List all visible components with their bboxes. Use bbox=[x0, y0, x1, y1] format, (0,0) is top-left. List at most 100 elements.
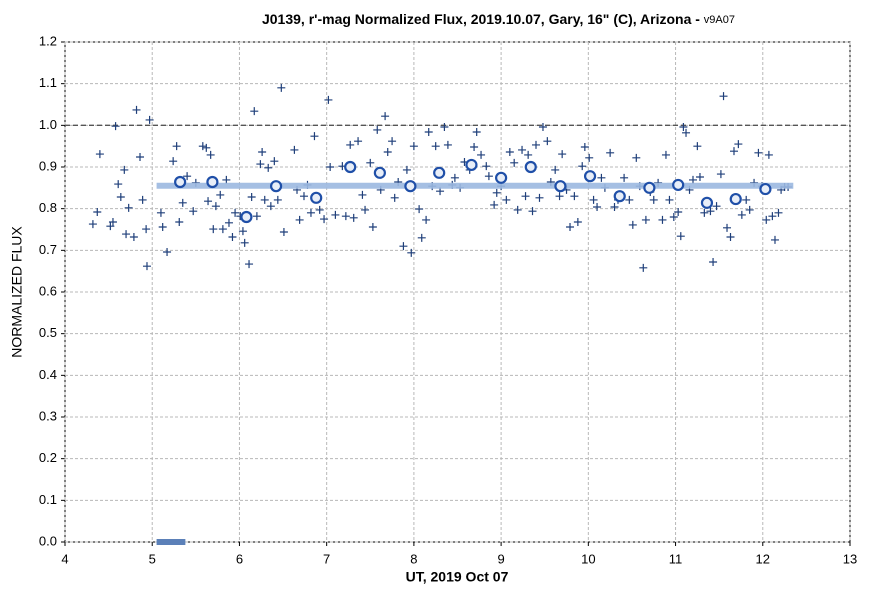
data-point bbox=[145, 115, 154, 124]
data-point bbox=[768, 212, 777, 221]
binned-point bbox=[433, 166, 446, 179]
data-point bbox=[770, 235, 779, 244]
binned-point bbox=[524, 160, 537, 174]
data-point bbox=[593, 203, 602, 211]
data-point bbox=[502, 195, 511, 204]
data-point bbox=[734, 140, 743, 149]
y-tick-label: 0.2 bbox=[39, 450, 57, 465]
data-point bbox=[723, 223, 732, 232]
data-point bbox=[381, 112, 390, 121]
data-point bbox=[754, 148, 763, 157]
data-point bbox=[399, 242, 408, 251]
y-axis-label: NORMALIZED FLUX bbox=[9, 226, 25, 358]
data-point bbox=[573, 218, 582, 226]
binned-point bbox=[465, 158, 478, 172]
data-point bbox=[204, 197, 213, 206]
data-point bbox=[737, 210, 746, 219]
data-point bbox=[700, 208, 709, 217]
data-point bbox=[628, 220, 637, 229]
data-point bbox=[383, 148, 392, 156]
data-point bbox=[373, 125, 382, 134]
data-point bbox=[324, 95, 333, 104]
data-point bbox=[709, 258, 718, 266]
data-point bbox=[729, 147, 738, 156]
data-point bbox=[245, 260, 254, 269]
data-point bbox=[415, 205, 424, 214]
data-point bbox=[354, 137, 363, 146]
data-point bbox=[555, 192, 564, 201]
data-point bbox=[669, 213, 678, 221]
data-point bbox=[676, 232, 685, 241]
data-point bbox=[417, 233, 426, 242]
data-point bbox=[674, 208, 683, 216]
x-tick-label: 4 bbox=[61, 551, 68, 566]
data-point bbox=[228, 233, 237, 241]
data-point bbox=[679, 123, 688, 131]
title-main: J0139, r'-mag Normalized Flux, 2019.10.0… bbox=[262, 11, 704, 27]
data-point bbox=[532, 140, 540, 149]
data-point bbox=[240, 238, 249, 247]
data-point bbox=[578, 162, 587, 171]
data-point bbox=[172, 142, 181, 151]
data-point bbox=[346, 140, 355, 149]
data-point bbox=[247, 193, 256, 201]
binned-point bbox=[700, 196, 714, 209]
data-point bbox=[116, 193, 125, 201]
data-point bbox=[142, 225, 151, 234]
data-point bbox=[597, 173, 606, 182]
data-point bbox=[256, 160, 265, 169]
binned-point bbox=[759, 182, 772, 196]
data-point bbox=[209, 225, 218, 234]
y-tick-label: 0.1 bbox=[39, 492, 57, 507]
data-point bbox=[518, 145, 527, 154]
binned-point bbox=[613, 190, 626, 203]
binned-point bbox=[206, 175, 219, 189]
data-point bbox=[189, 207, 198, 216]
data-point bbox=[538, 123, 547, 131]
data-point bbox=[510, 158, 519, 167]
data-point bbox=[218, 225, 227, 234]
binned-point bbox=[583, 170, 597, 183]
data-point bbox=[745, 205, 754, 214]
data-point bbox=[326, 163, 335, 171]
data-point bbox=[120, 165, 129, 174]
data-point bbox=[320, 215, 329, 224]
data-point bbox=[570, 192, 579, 201]
data-point bbox=[388, 137, 397, 146]
data-point bbox=[142, 262, 151, 271]
data-point bbox=[224, 218, 233, 227]
data-point bbox=[606, 148, 615, 157]
y-tick-label: 0.7 bbox=[39, 242, 57, 257]
data-point bbox=[580, 143, 589, 151]
data-point bbox=[299, 192, 308, 201]
data-point bbox=[450, 173, 459, 182]
binned-point bbox=[554, 180, 567, 193]
data-point bbox=[764, 150, 773, 159]
data-point bbox=[774, 208, 783, 217]
data-point bbox=[610, 203, 619, 211]
data-point bbox=[231, 208, 240, 217]
data-point bbox=[306, 208, 315, 217]
data-point bbox=[216, 190, 225, 199]
data-point bbox=[706, 207, 715, 216]
x-tick-label: 10 bbox=[581, 551, 595, 566]
x-tick-label: 8 bbox=[410, 551, 417, 566]
data-point bbox=[543, 137, 552, 146]
data-point bbox=[124, 203, 133, 212]
data-point bbox=[361, 205, 370, 214]
title-version: v9A07 bbox=[704, 14, 735, 26]
data-point bbox=[264, 163, 273, 172]
x-tick-label: 7 bbox=[323, 551, 330, 566]
data-point bbox=[129, 233, 138, 241]
y-tick-label: 0.9 bbox=[39, 158, 57, 173]
data-point bbox=[349, 213, 358, 222]
data-point bbox=[422, 215, 431, 224]
x-tick-label: 6 bbox=[236, 551, 243, 566]
data-point bbox=[183, 172, 192, 181]
data-point bbox=[716, 170, 725, 179]
data-point bbox=[589, 195, 598, 204]
data-point bbox=[566, 223, 575, 231]
data-point bbox=[111, 122, 120, 131]
data-point bbox=[88, 220, 97, 229]
data-point bbox=[331, 210, 340, 219]
